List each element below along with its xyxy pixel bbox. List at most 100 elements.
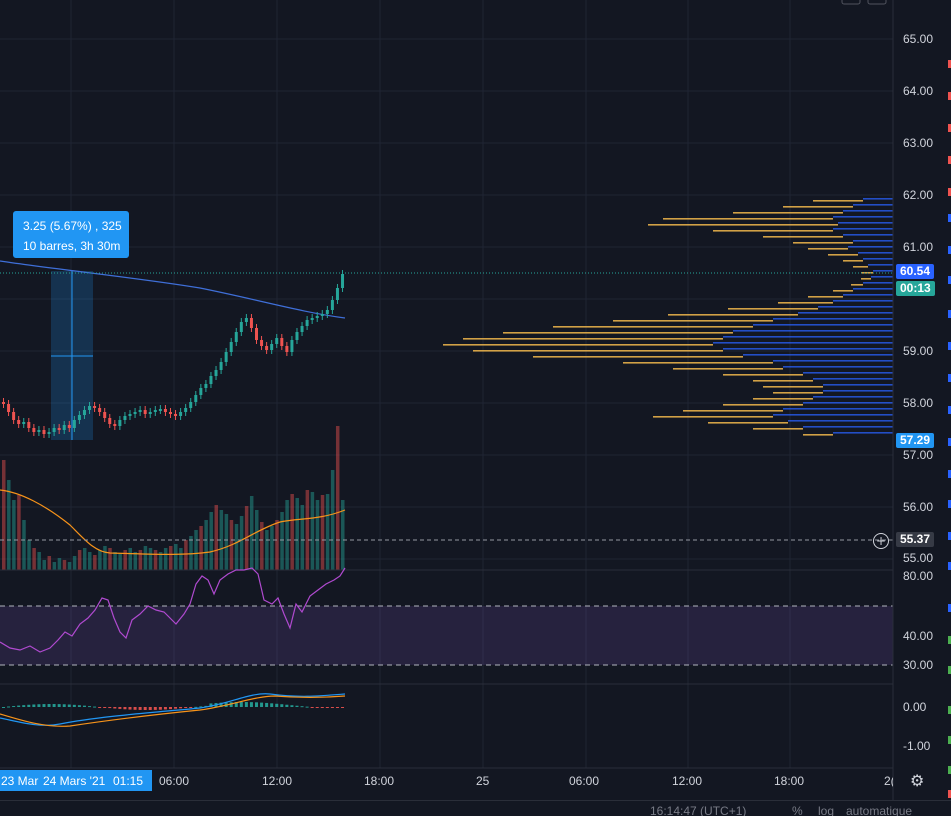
candle-body: [57, 428, 61, 430]
macd-histogram-bar: [82, 705, 86, 707]
candle-body: [32, 428, 36, 432]
macd-histogram-bar: [7, 706, 11, 708]
volume-bar: [158, 552, 163, 570]
candle-body: [158, 409, 162, 411]
macd-histogram-bar: [118, 707, 122, 709]
volume-bar: [315, 500, 320, 570]
candle-body: [113, 424, 117, 426]
auto-scale-toggle[interactable]: automatique: [846, 804, 913, 816]
settings-gear-icon[interactable]: ⚙: [910, 771, 925, 790]
volume-profile-row: [863, 198, 893, 200]
volume-bars: [2, 426, 345, 570]
volume-profile-row: [843, 210, 893, 212]
volume-profile-row: [853, 204, 893, 206]
chart-grid: [0, 0, 893, 768]
add-alert-icon[interactable]: +: [873, 533, 889, 549]
last-price-tag: 60.54: [896, 264, 935, 279]
macd-histogram-bar: [280, 704, 284, 707]
macd-histogram-bar: [270, 703, 274, 707]
macd-histogram-bar: [153, 707, 157, 710]
volume-profile-row: [803, 434, 833, 436]
volume-profile-row: [648, 224, 838, 226]
macd-histogram-bar: [62, 704, 66, 707]
volume-profile-row: [663, 218, 833, 220]
volume-bar: [47, 556, 52, 570]
volume-profile-row: [668, 314, 798, 316]
volume-bar: [138, 550, 143, 570]
macd-histogram-bar: [57, 704, 61, 707]
candle-body: [98, 408, 102, 412]
time-axis-label: 12:00: [262, 774, 293, 788]
macd-histogram-bar: [300, 706, 304, 708]
volume-profile-row: [843, 294, 893, 296]
edge-marker: [948, 276, 951, 284]
time-axis-label: 25: [476, 774, 490, 788]
volume-bar: [290, 494, 294, 570]
volume-profile-row: [723, 336, 893, 338]
macd-histogram-bar: [133, 707, 137, 710]
volume-bar: [209, 512, 213, 570]
candle-body: [108, 418, 112, 424]
time-axis-label: 18:00: [774, 774, 805, 788]
volume-bar: [67, 562, 72, 570]
candle-body: [255, 328, 258, 340]
percent-toggle[interactable]: %: [792, 804, 803, 816]
volume-profile-row: [838, 222, 893, 224]
pane-collapse-button[interactable]: [867, 0, 887, 5]
edge-marker: [948, 246, 951, 254]
candle-body: [260, 340, 264, 346]
time-range-start: 23 Mar: [1, 774, 39, 788]
candle-body: [17, 420, 21, 424]
macd-histogram-bar: [128, 707, 132, 710]
volume-profile-row: [683, 410, 783, 412]
volume-profile-row: [793, 242, 853, 244]
macd-histogram-bar: [249, 702, 253, 707]
volume-profile-row: [773, 318, 893, 320]
volume-bar: [275, 520, 279, 570]
edge-marker: [948, 636, 951, 644]
measure-tooltip: 3.25 (5.67%) , 325 10 barres, 3h 30m: [13, 211, 129, 258]
macd-histogram-bar: [295, 705, 299, 707]
volume-bar: [265, 530, 269, 570]
volume-bar: [320, 495, 325, 570]
macd-histogram-bar: [255, 702, 258, 707]
edge-marker: [948, 766, 951, 774]
pane-maximize-button[interactable]: [841, 0, 861, 5]
watchlist-edge-markers: [948, 60, 951, 798]
low-price-tag: 57.29: [896, 433, 935, 448]
candle-body: [249, 318, 253, 328]
volume-bar: [280, 512, 284, 570]
volume-bar: [260, 522, 264, 570]
rsi-axis-label: 30.00: [903, 658, 934, 672]
macd-histogram-bar: [12, 706, 16, 708]
volume-profile-row: [503, 332, 733, 334]
crosshair-price-tag: 55.37: [896, 532, 935, 547]
macd-histogram-bar: [168, 707, 172, 710]
macd-histogram-bar: [179, 707, 183, 709]
time-axis-label: 18:00: [364, 774, 395, 788]
price-axis-label: 59.00: [903, 344, 934, 358]
volume-bar: [249, 496, 254, 570]
volume-profile-row: [803, 426, 893, 428]
volume-bar: [168, 546, 173, 570]
macd-histogram-bar: [113, 707, 117, 709]
volume-bar: [88, 552, 92, 570]
candle-body: [148, 412, 152, 414]
volume-bar: [42, 560, 46, 570]
macd-histogram-bar: [275, 703, 279, 707]
volume-bar: [239, 516, 244, 570]
volume-profile-row: [723, 348, 893, 350]
candle-body: [285, 346, 289, 352]
volume-profile-row: [868, 264, 893, 266]
candle-body: [27, 422, 31, 428]
macd-histogram-bar: [305, 706, 309, 708]
volume-profile-row: [788, 420, 893, 422]
log-toggle[interactable]: log: [818, 804, 835, 816]
volume-profile-row: [713, 342, 893, 344]
volume-profile-row: [833, 300, 893, 302]
volume-profile-row: [728, 308, 818, 310]
macd-signal-line: [0, 695, 346, 727]
edge-marker: [948, 562, 951, 570]
